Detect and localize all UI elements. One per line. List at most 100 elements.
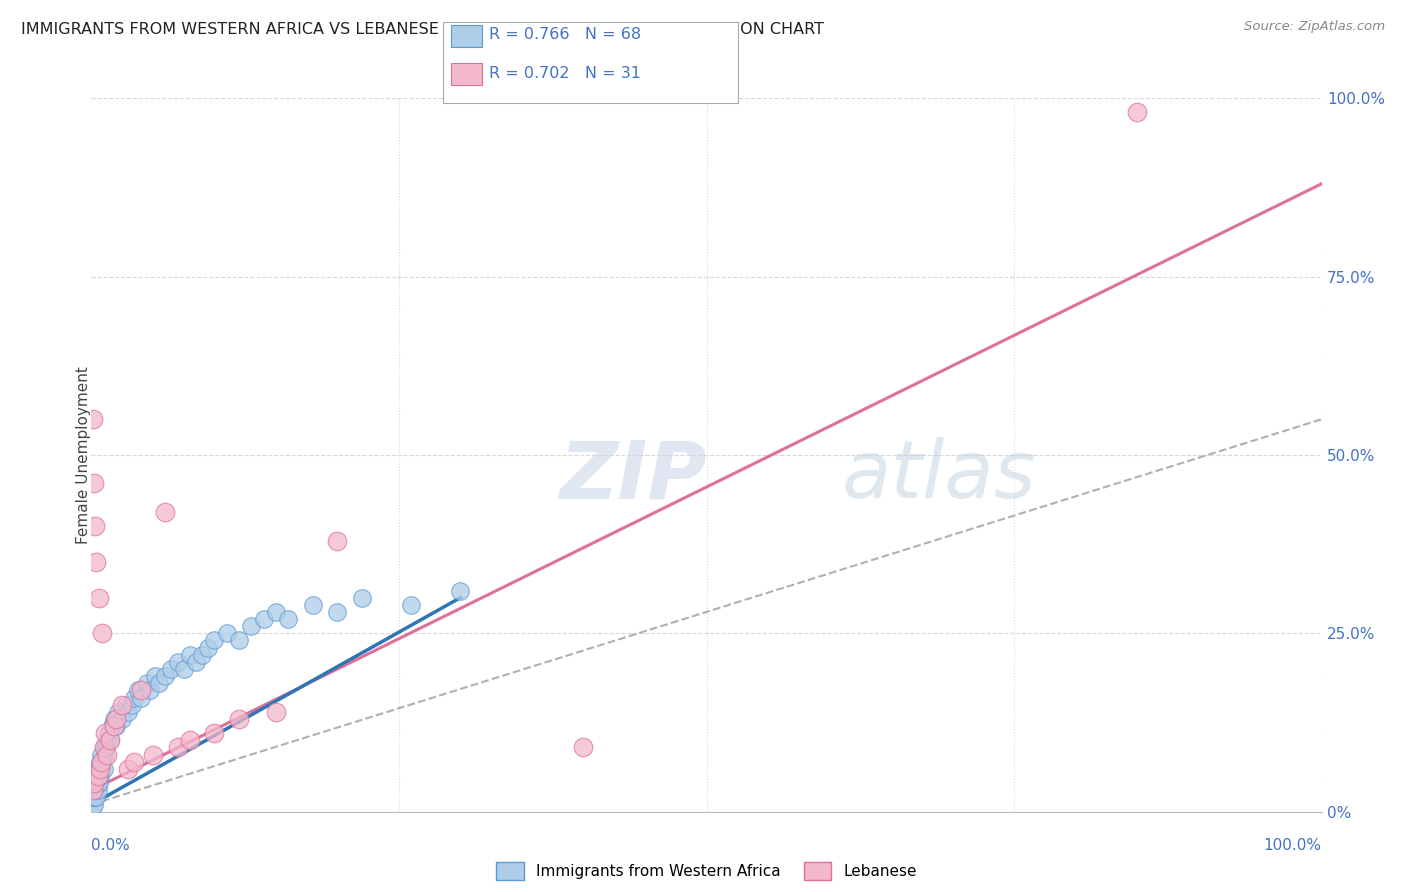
Point [202,633,225,648]
Point [1126,105,1149,120]
Point [240,619,263,633]
Point [96,740,117,755]
Point [89,755,111,769]
Point [215,626,238,640]
Point [82,797,104,812]
Point [96,733,118,747]
Point [84,776,107,790]
Point [184,655,207,669]
Point [90,762,112,776]
Point [135,676,157,690]
Point [572,740,595,755]
Point [86,783,108,797]
Text: ZIP: ZIP [558,437,706,516]
Point [114,698,138,712]
Point [90,755,112,769]
Point [82,412,104,426]
Point [264,605,287,619]
Point [202,726,225,740]
Point [83,776,105,790]
Point [301,598,323,612]
Point [89,769,111,783]
Point [103,712,125,726]
Point [93,740,115,755]
Point [153,505,177,519]
Point [107,705,129,719]
Text: 0.0%: 0.0% [91,838,131,853]
Point [105,712,127,726]
Point [84,769,107,783]
Point [139,683,162,698]
Point [264,705,287,719]
Point [148,676,170,690]
Point [96,747,118,762]
Y-axis label: Female Unemployment: Female Unemployment [76,366,90,544]
Point [124,690,146,705]
Point [94,726,117,740]
Point [91,626,114,640]
Point [87,776,110,790]
Point [82,776,104,790]
Point [449,583,471,598]
Point [82,790,104,805]
Point [98,733,121,747]
Point [91,755,114,769]
Text: IMMIGRANTS FROM WESTERN AFRICA VS LEBANESE FEMALE UNEMPLOYMENT CORRELATION CHART: IMMIGRANTS FROM WESTERN AFRICA VS LEBANE… [21,22,824,37]
Point [97,726,120,740]
Point [86,769,108,783]
Point [166,655,188,669]
Point [166,740,188,755]
Point [228,712,250,726]
Point [127,683,149,698]
Point [82,783,104,797]
Point [117,705,139,719]
Text: R = 0.766   N = 68: R = 0.766 N = 68 [489,28,641,42]
Point [84,519,107,533]
Text: atlas: atlas [842,437,1036,516]
Point [352,591,374,605]
Point [399,598,422,612]
Point [82,783,104,797]
Point [84,783,107,797]
Point [83,476,105,491]
Point [124,755,146,769]
Point [105,719,127,733]
Point [253,612,276,626]
Point [173,662,195,676]
Point [86,776,108,790]
Point [111,698,134,712]
Point [86,762,108,776]
Point [191,648,214,662]
Point [86,790,108,805]
Point [160,662,183,676]
Legend: Immigrants from Western Africa, Lebanese: Immigrants from Western Africa, Lebanese [491,856,922,886]
Point [86,776,108,790]
Point [83,769,105,783]
Point [326,605,349,619]
Point [93,740,115,755]
Point [179,733,201,747]
Point [101,719,124,733]
Point [153,669,177,683]
Point [94,747,117,762]
Point [142,747,165,762]
Point [103,719,125,733]
Point [129,683,152,698]
Point [83,797,105,812]
Point [86,555,108,569]
Point [86,769,108,783]
Point [84,790,107,805]
Point [129,690,152,705]
Text: 100.0%: 100.0% [1264,838,1322,853]
Text: R = 0.702   N = 31: R = 0.702 N = 31 [489,66,641,80]
Point [326,533,349,548]
Point [121,698,143,712]
Point [111,712,134,726]
Point [98,733,121,747]
Point [83,783,105,797]
Point [197,640,219,655]
Point [117,762,139,776]
Point [228,633,250,648]
Point [87,591,110,605]
Point [87,762,110,776]
